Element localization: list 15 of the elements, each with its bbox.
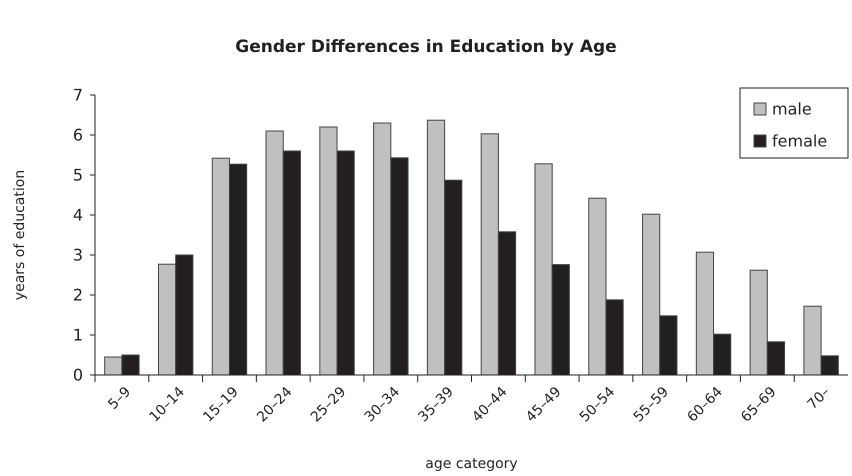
y-tick-label: 1	[72, 326, 83, 345]
y-axis-title: years of education	[12, 170, 28, 300]
y-tick-label: 0	[72, 366, 83, 385]
y-tick-label: 4	[72, 206, 83, 225]
x-axis-title: age category	[425, 456, 518, 472]
x-tick-label: 5–9	[105, 384, 134, 413]
y-tick-label: 7	[72, 86, 83, 105]
chart-title: Gender Differences in Education by Age	[235, 37, 617, 57]
y-tick-label: 6	[72, 126, 83, 145]
legend-label: female	[772, 132, 828, 151]
legend-label: male	[772, 100, 812, 119]
y-tick-label: 5	[72, 166, 83, 185]
y-tick-label: 2	[72, 286, 83, 305]
y-tick-label: 3	[72, 246, 83, 265]
x-tick-label: 70–	[804, 384, 834, 413]
